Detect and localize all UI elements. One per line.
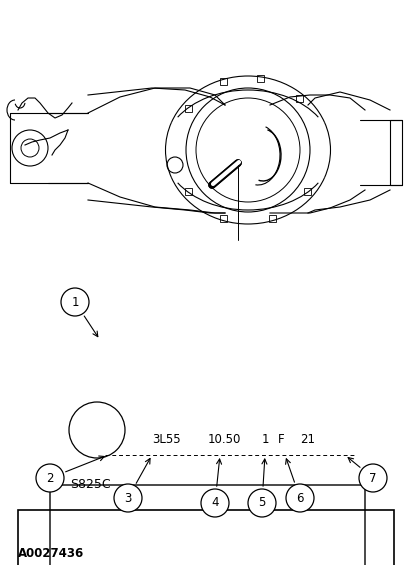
Circle shape [61, 288, 89, 316]
Text: 10.50: 10.50 [208, 433, 241, 446]
Text: 1: 1 [71, 295, 79, 308]
Text: 6: 6 [296, 492, 304, 505]
Bar [185, 105, 192, 112]
Bar [257, 75, 264, 81]
Circle shape [236, 160, 241, 166]
Text: S825C: S825C [70, 478, 111, 491]
Bar [269, 215, 276, 222]
Circle shape [248, 489, 276, 517]
Text: F: F [278, 433, 285, 446]
Circle shape [201, 489, 229, 517]
Bar [220, 78, 227, 85]
Bar [18, 510, 394, 565]
Bar [185, 188, 192, 195]
Text: 21: 21 [300, 433, 315, 446]
Text: 4: 4 [211, 497, 219, 510]
Text: 1: 1 [262, 433, 269, 446]
Circle shape [359, 464, 387, 492]
Bar [304, 188, 311, 195]
Circle shape [286, 484, 314, 512]
Text: 3L55: 3L55 [152, 433, 180, 446]
Text: A0027436: A0027436 [18, 547, 84, 560]
Text: 5: 5 [258, 497, 266, 510]
Text: 3: 3 [124, 492, 132, 505]
Text: 2: 2 [46, 472, 54, 485]
Text: 7: 7 [369, 472, 377, 485]
Bar [296, 95, 303, 102]
Bar [220, 215, 227, 222]
Circle shape [36, 464, 64, 492]
Circle shape [114, 484, 142, 512]
